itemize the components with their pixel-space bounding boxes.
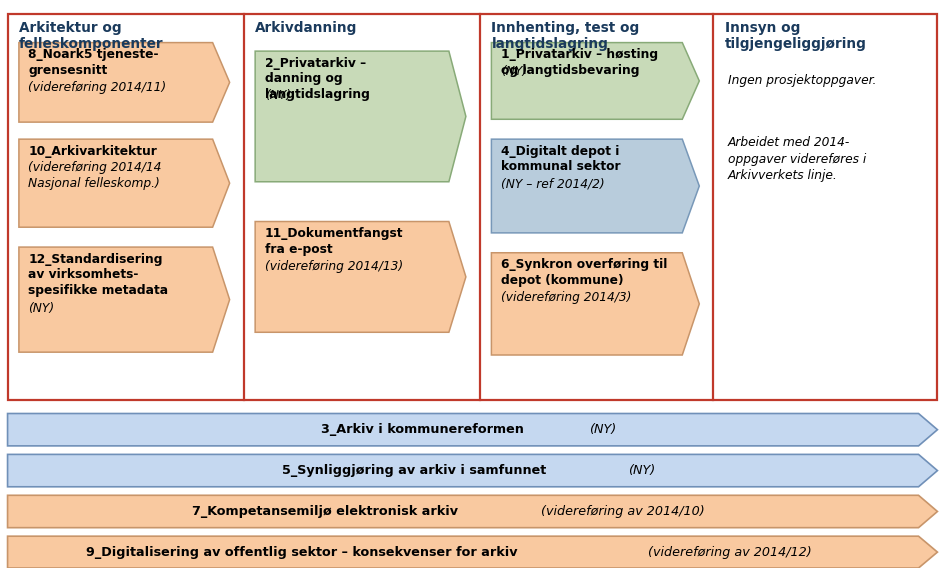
Text: (NY): (NY)	[264, 90, 291, 102]
Text: (videreføring 2014/11): (videreføring 2014/11)	[28, 81, 166, 94]
Text: 4_Digitalt depot i
kommunal sektor: 4_Digitalt depot i kommunal sektor	[500, 145, 620, 189]
Text: (videreføring 2014/13): (videreføring 2014/13)	[264, 260, 402, 273]
Polygon shape	[19, 247, 229, 352]
Text: 11_Dokumentfangst
fra e-post: 11_Dokumentfangst fra e-post	[264, 227, 403, 271]
Polygon shape	[491, 43, 699, 119]
Text: (videreføring 2014/3): (videreføring 2014/3)	[500, 291, 631, 304]
Polygon shape	[8, 414, 936, 446]
Text: (NY): (NY)	[628, 464, 655, 477]
Text: 10_Arkivarkitektur: 10_Arkivarkitektur	[28, 145, 157, 173]
Polygon shape	[8, 495, 936, 528]
Text: (NY): (NY)	[28, 302, 55, 315]
Text: 1_Privatarkiv – høsting
og langtidsbevaring: 1_Privatarkiv – høsting og langtidsbevar…	[500, 48, 657, 77]
Text: (videreføring av 2014/10): (videreføring av 2014/10)	[541, 505, 704, 518]
Text: Arbeidet med 2014-
oppgaver videreføres i
Arkivverkets linje.: Arbeidet med 2014- oppgaver videreføres …	[727, 136, 865, 182]
Polygon shape	[19, 139, 229, 227]
Polygon shape	[8, 536, 936, 568]
Text: Innsyn og
tilgjengeliggjøring: Innsyn og tilgjengeliggjøring	[724, 21, 866, 51]
Text: 5_Synliggjøring av arkiv i samfunnet: 5_Synliggjøring av arkiv i samfunnet	[281, 464, 549, 477]
Text: 6_Synkron overføring til
depot (kommune): 6_Synkron overføring til depot (kommune)	[500, 258, 666, 302]
Polygon shape	[255, 51, 465, 182]
Polygon shape	[491, 253, 699, 355]
Text: 7_Kompetansemiljø elektronisk arkiv: 7_Kompetansemiljø elektronisk arkiv	[193, 505, 463, 518]
Text: Arkitektur og
felleskomponenter: Arkitektur og felleskomponenter	[19, 21, 163, 51]
Polygon shape	[19, 43, 229, 122]
Text: (NY): (NY)	[588, 423, 615, 436]
Text: 3_Arkiv i kommunereformen: 3_Arkiv i kommunereformen	[321, 423, 528, 436]
Text: 2_Privatarkiv –
danning og
langtidslagring: 2_Privatarkiv – danning og langtidslagri…	[264, 57, 373, 101]
Polygon shape	[8, 454, 936, 487]
Polygon shape	[255, 222, 465, 332]
Text: Arkivdanning: Arkivdanning	[255, 21, 357, 35]
Text: 9_Digitalisering av offentlig sektor – konsekvenser for arkiv: 9_Digitalisering av offentlig sektor – k…	[86, 546, 521, 558]
Text: (NY – ref 2014/2): (NY – ref 2014/2)	[500, 178, 604, 190]
Polygon shape	[491, 139, 699, 233]
Text: 8_Noark5 tjeneste-
grensesnitt: 8_Noark5 tjeneste- grensesnitt	[28, 48, 159, 92]
Text: 12_Standardisering
av virksomhets-
spesifikke metadata: 12_Standardisering av virksomhets- spesi…	[28, 253, 168, 312]
Text: (videreføring av 2014/12): (videreføring av 2014/12)	[648, 546, 811, 558]
Text: Ingen prosjektoppgaver.: Ingen prosjektoppgaver.	[727, 74, 875, 87]
Text: (videreføring 2014/14
Nasjonal felleskomp.): (videreføring 2014/14 Nasjonal felleskom…	[28, 161, 161, 190]
Text: Innhenting, test og
langtidslagring: Innhenting, test og langtidslagring	[491, 21, 639, 51]
FancyBboxPatch shape	[8, 14, 936, 400]
Text: (NY): (NY)	[500, 65, 527, 78]
